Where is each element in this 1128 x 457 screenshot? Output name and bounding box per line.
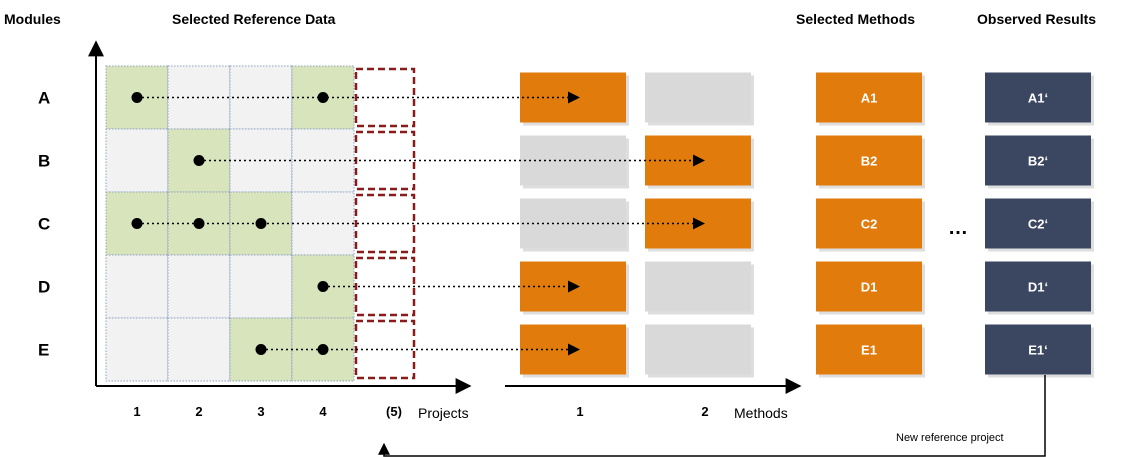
selected-method-box — [816, 135, 922, 186]
project-tick-label: 2 — [195, 404, 202, 419]
observed-result-box — [985, 72, 1091, 123]
reference-connectors — [131, 91, 705, 356]
selected-method-box — [816, 198, 922, 249]
new-project-cell — [354, 193, 416, 254]
selected-method-label: B2 — [861, 154, 878, 169]
new-project-column — [354, 67, 416, 380]
module-label: C — [38, 215, 50, 234]
observed-result-box — [985, 324, 1091, 375]
observed-result-label: C2‘ — [1028, 217, 1048, 232]
selected-method-box — [816, 72, 922, 123]
selected-method-label: A1 — [861, 91, 878, 106]
reference-arrowhead — [568, 280, 580, 293]
reference-cell — [167, 254, 231, 319]
observed-result-box — [985, 261, 1091, 312]
observed-result-label: D1‘ — [1028, 280, 1048, 295]
methods-axis-label: Methods — [734, 405, 788, 421]
method-grid — [520, 72, 754, 378]
project-tick-label: 3 — [257, 404, 264, 419]
selected-methods-column: A1 B2 C2 D1 E1 — [816, 72, 925, 378]
method-tick-label: 2 — [701, 404, 708, 419]
selected-method-label: D1 — [861, 280, 878, 295]
new-project-cell — [354, 67, 416, 128]
module-labels: A B C D E — [38, 89, 50, 360]
project-tick-label: 1 — [133, 404, 140, 419]
reference-arrowhead — [568, 343, 580, 356]
method-tick-label: 1 — [576, 404, 583, 419]
observed-result-box — [985, 135, 1091, 186]
reference-dot — [131, 92, 143, 103]
reference-cell — [229, 254, 293, 319]
reference-dot — [255, 218, 267, 229]
header-modules: Modules — [4, 11, 61, 27]
reference-dot — [317, 344, 329, 355]
reference-cell — [105, 254, 169, 319]
ellipsis: … — [948, 217, 968, 239]
axis-tick-labels: 1 2 3 4 1 2 — [133, 404, 708, 419]
module-label: A — [38, 89, 50, 108]
reference-dot — [193, 155, 205, 166]
selected-method-label: C2 — [861, 217, 878, 232]
selected-method-box — [816, 324, 922, 375]
method-box — [645, 72, 751, 123]
feedback-label: New reference project — [896, 432, 1004, 444]
observed-result-label: E1‘ — [1028, 343, 1048, 358]
reference-dot — [255, 344, 267, 355]
reference-arrowhead — [568, 91, 580, 104]
new-project-cell — [354, 256, 416, 317]
selected-method-label: E1 — [861, 343, 877, 358]
selected-method-box — [816, 261, 922, 312]
reference-cell — [105, 317, 169, 382]
observed-result-label: A1‘ — [1028, 91, 1048, 106]
method-box — [645, 261, 751, 312]
project-tick-label: 4 — [319, 404, 327, 419]
reference-dot — [193, 218, 205, 229]
module-label: D — [38, 278, 50, 297]
reference-cell — [291, 128, 355, 193]
reference-cell — [105, 128, 169, 193]
method-box — [520, 135, 626, 186]
projects-axis-label: Projects — [418, 405, 469, 421]
observed-results-column: A1‘ B2‘ C2‘ D1‘ E1‘ — [985, 72, 1094, 378]
module-label: E — [38, 341, 49, 360]
header-selected-reference-data: Selected Reference Data — [172, 11, 336, 27]
header-observed-results: Observed Results — [977, 11, 1096, 27]
module-label: B — [38, 152, 50, 171]
feedback-arrow — [378, 375, 1046, 457]
reference-dot — [317, 281, 329, 292]
reference-dot — [317, 92, 329, 103]
reference-arrowhead — [693, 154, 705, 167]
new-project-cell — [354, 319, 416, 380]
new-project-label: (5) — [386, 404, 402, 419]
method-box — [645, 324, 751, 375]
reference-dot — [131, 218, 143, 229]
observed-result-box — [985, 198, 1091, 249]
header-selected-methods: Selected Methods — [796, 11, 915, 27]
reference-cell — [167, 317, 231, 382]
reference-arrowhead — [693, 217, 705, 230]
observed-result-label: B2‘ — [1028, 154, 1048, 169]
